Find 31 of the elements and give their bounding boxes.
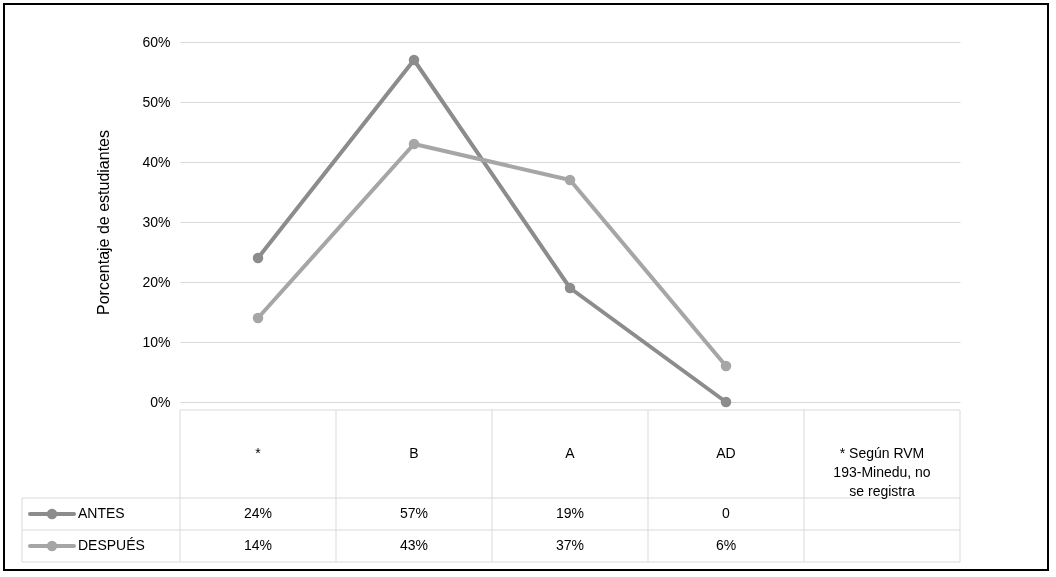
point [564, 282, 576, 294]
data-label: 57% [399, 505, 429, 521]
point [252, 312, 264, 324]
x-tick-label: AD [716, 445, 736, 461]
y-tick-label: 30% [142, 213, 171, 230]
point [408, 138, 420, 150]
point [252, 252, 264, 264]
y-tick-label: 50% [142, 93, 171, 110]
data-label: 43% [399, 537, 429, 553]
y-tick-label: 60% [142, 33, 171, 50]
point [720, 360, 732, 372]
point [408, 54, 420, 66]
y-tick-label: 40% [142, 153, 171, 170]
point [564, 174, 576, 186]
y-axis-title: Porcentaje de estudiantes [95, 129, 113, 316]
y-tick-label: 0% [150, 393, 171, 410]
data-label: 19% [555, 505, 585, 521]
data-label: 14% [243, 537, 273, 553]
y-tick-label: 10% [142, 333, 171, 350]
legend-label: ANTES [78, 505, 125, 521]
x-tick-label: B [409, 445, 419, 461]
point [720, 396, 732, 408]
data-label: 6% [715, 537, 737, 553]
legend-label: DESPUÉS [78, 537, 145, 553]
x-tick-label: * [255, 445, 262, 461]
data-label: 0 [722, 505, 731, 521]
y-tick-label: 20% [142, 273, 171, 290]
data-label: 37% [555, 537, 585, 553]
x-tick-label: A [565, 445, 576, 461]
data-label: 24% [243, 505, 273, 521]
x-tick-label: * Según RVM 193-Minedu, no se registra [833, 445, 931, 499]
